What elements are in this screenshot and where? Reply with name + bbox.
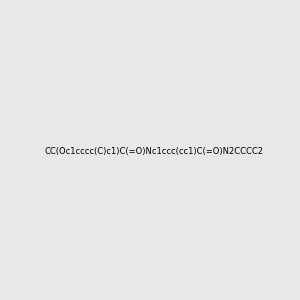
Text: CC(Oc1cccc(C)c1)C(=O)Nc1ccc(cc1)C(=O)N2CCCC2: CC(Oc1cccc(C)c1)C(=O)Nc1ccc(cc1)C(=O)N2C… — [44, 147, 263, 156]
